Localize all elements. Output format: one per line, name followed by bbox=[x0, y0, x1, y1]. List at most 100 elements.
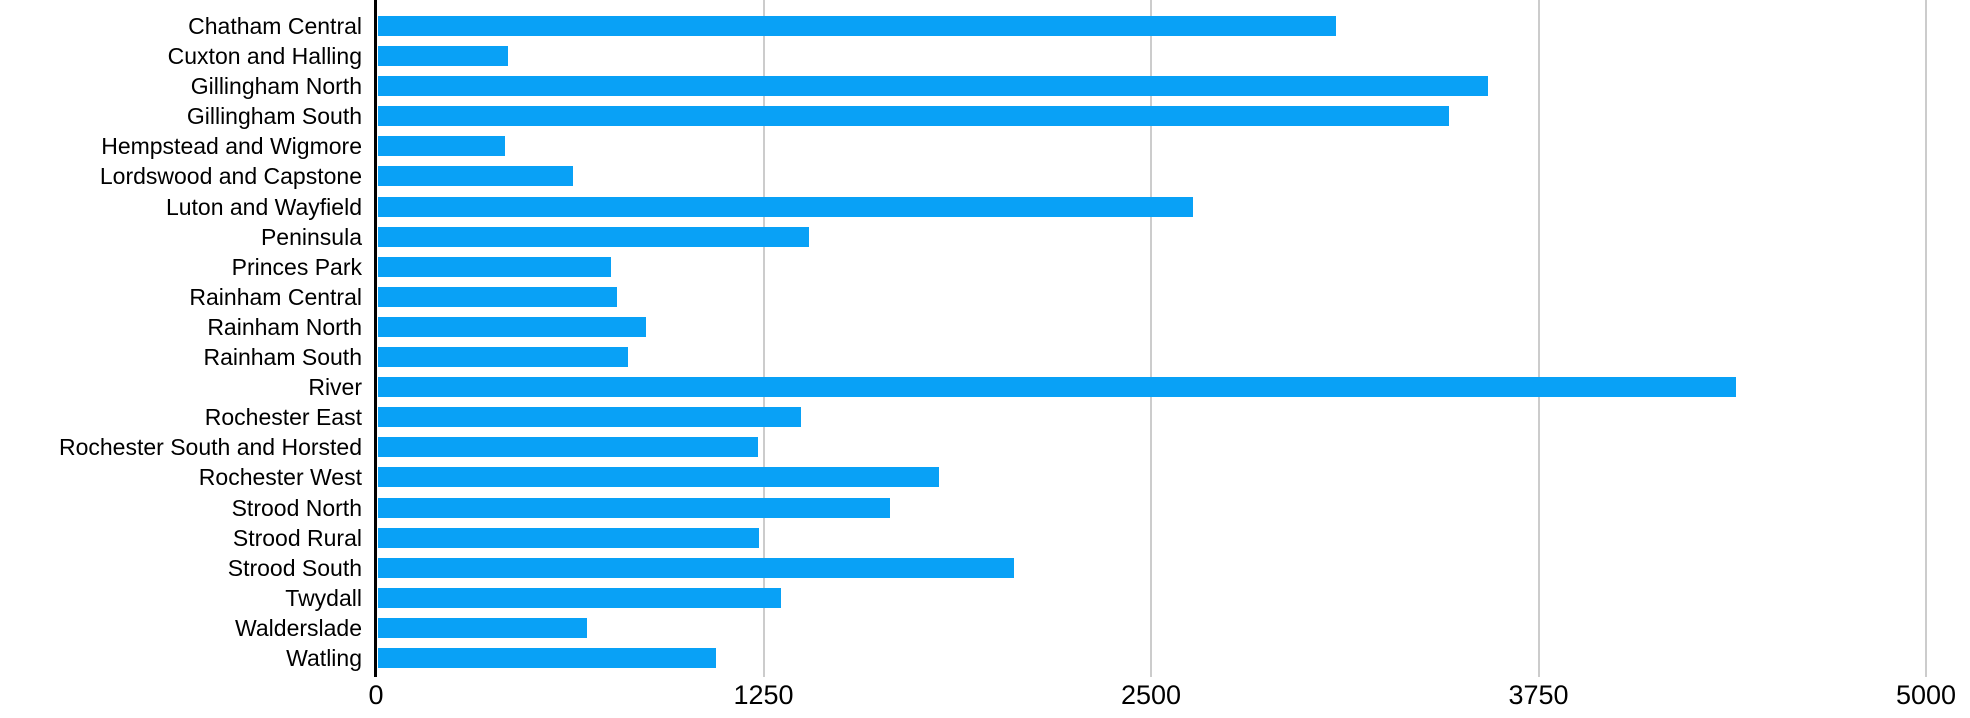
bar-track bbox=[378, 286, 1928, 307]
bar-track bbox=[378, 557, 1928, 578]
bar bbox=[378, 106, 1450, 127]
bar-row: Rainham Central bbox=[0, 283, 1970, 310]
bar bbox=[378, 256, 611, 277]
bar-track bbox=[378, 256, 1928, 277]
bar-row: Gillingham South bbox=[0, 103, 1970, 130]
bar-track bbox=[378, 226, 1928, 247]
bar-row: Lordswood and Capstone bbox=[0, 163, 1970, 190]
bar-row: Rainham South bbox=[0, 344, 1970, 371]
y-axis-line bbox=[374, 0, 377, 677]
bar bbox=[378, 46, 509, 67]
bar-track bbox=[378, 437, 1928, 458]
bar-row: Rainham North bbox=[0, 313, 1970, 340]
bar-row: Rochester West bbox=[0, 464, 1970, 491]
category-label: Lordswood and Capstone bbox=[99, 163, 362, 190]
bar bbox=[378, 347, 628, 368]
bar-row: Strood South bbox=[0, 554, 1970, 581]
bar bbox=[378, 377, 1736, 398]
x-axis-ticks: 0 1250 2500 3750 5000 bbox=[0, 678, 1970, 718]
category-label: Rochester West bbox=[198, 464, 362, 491]
bar-row: Peninsula bbox=[0, 223, 1970, 250]
bar bbox=[378, 316, 647, 337]
bar-row: Rochester East bbox=[0, 404, 1970, 431]
bar bbox=[378, 76, 1488, 97]
bar bbox=[378, 16, 1336, 36]
bar-track bbox=[378, 106, 1928, 127]
bar bbox=[378, 497, 890, 518]
category-label: Rainham North bbox=[207, 313, 362, 340]
category-label: Peninsula bbox=[260, 223, 362, 250]
bar-track bbox=[378, 347, 1928, 368]
gridline-x-3750 bbox=[1537, 0, 1540, 677]
category-label: Strood South bbox=[227, 554, 362, 581]
bar-track bbox=[378, 16, 1928, 36]
bar-row: Strood Rural bbox=[0, 524, 1970, 551]
category-label: Gillingham North bbox=[190, 73, 362, 100]
bar-rows: Chatham Central Cuxton and Halling Gilling… bbox=[0, 13, 1970, 671]
category-label: Strood Rural bbox=[232, 524, 362, 551]
bar-track bbox=[378, 587, 1928, 608]
bar bbox=[378, 647, 716, 668]
bar-row: Rochester South and Horsted bbox=[0, 434, 1970, 461]
bar-track bbox=[378, 76, 1928, 97]
bar-row: Gillingham North bbox=[0, 73, 1970, 100]
category-label: Walderslade bbox=[235, 614, 362, 641]
bar-track bbox=[378, 527, 1928, 548]
bar-track bbox=[378, 377, 1928, 398]
bar-row: Walderslade bbox=[0, 614, 1970, 641]
x-tick-label: 2500 bbox=[1120, 680, 1182, 710]
bar-track bbox=[378, 46, 1928, 67]
category-label: Rainham South bbox=[203, 344, 362, 371]
bar-row: Watling bbox=[0, 644, 1970, 671]
bar-row: Hempstead and Wigmore bbox=[0, 133, 1970, 160]
bar-row: Luton and Wayfield bbox=[0, 193, 1970, 220]
bar bbox=[378, 196, 1194, 217]
bar bbox=[378, 587, 781, 608]
bar-row: Twydall bbox=[0, 584, 1970, 611]
bar-track bbox=[378, 617, 1928, 638]
category-label: Twydall bbox=[285, 584, 362, 611]
bar bbox=[378, 437, 758, 458]
category-label: Watling bbox=[286, 644, 362, 671]
bar-track bbox=[378, 136, 1928, 157]
category-label: Strood North bbox=[231, 494, 362, 521]
category-label: Rochester South and Horsted bbox=[58, 434, 362, 461]
bar bbox=[378, 557, 1014, 578]
bar bbox=[378, 527, 760, 548]
category-label: River bbox=[308, 374, 362, 401]
bar-row: Cuxton and Halling bbox=[0, 43, 1970, 70]
bar-track bbox=[378, 166, 1928, 187]
bar bbox=[378, 617, 588, 638]
category-label: Gillingham South bbox=[186, 103, 362, 130]
bar bbox=[378, 286, 617, 307]
bar-row: River bbox=[0, 374, 1970, 401]
bar-track bbox=[378, 407, 1928, 428]
x-tick-label: 5000 bbox=[1895, 680, 1957, 710]
bar-track bbox=[378, 196, 1928, 217]
x-tick-label: 0 bbox=[368, 680, 384, 710]
bar-row: Chatham Central bbox=[0, 13, 1970, 39]
x-tick-label: 3750 bbox=[1508, 680, 1569, 710]
bar bbox=[378, 407, 802, 428]
bar-track bbox=[378, 497, 1928, 518]
bar-row: Princes Park bbox=[0, 253, 1970, 280]
bar bbox=[378, 467, 940, 488]
gridline-x-2500 bbox=[1150, 0, 1152, 677]
bar bbox=[378, 166, 574, 187]
category-label: Rainham Central bbox=[189, 283, 362, 310]
category-label: Rochester East bbox=[204, 404, 362, 431]
bar-track bbox=[378, 316, 1928, 337]
grid-layer bbox=[374, 0, 1927, 677]
category-label: Chatham Central bbox=[188, 13, 362, 39]
gridline-x-5000 bbox=[1925, 0, 1927, 677]
bar bbox=[378, 136, 506, 157]
category-label: Hempstead and Wigmore bbox=[101, 133, 362, 160]
bar bbox=[378, 226, 809, 247]
gridline-x-1250 bbox=[762, 0, 765, 677]
bar-track bbox=[378, 467, 1928, 488]
category-label: Luton and Wayfield bbox=[165, 193, 362, 220]
category-label: Princes Park bbox=[231, 253, 362, 280]
bar-track bbox=[378, 647, 1928, 668]
category-label: Cuxton and Halling bbox=[167, 43, 362, 70]
